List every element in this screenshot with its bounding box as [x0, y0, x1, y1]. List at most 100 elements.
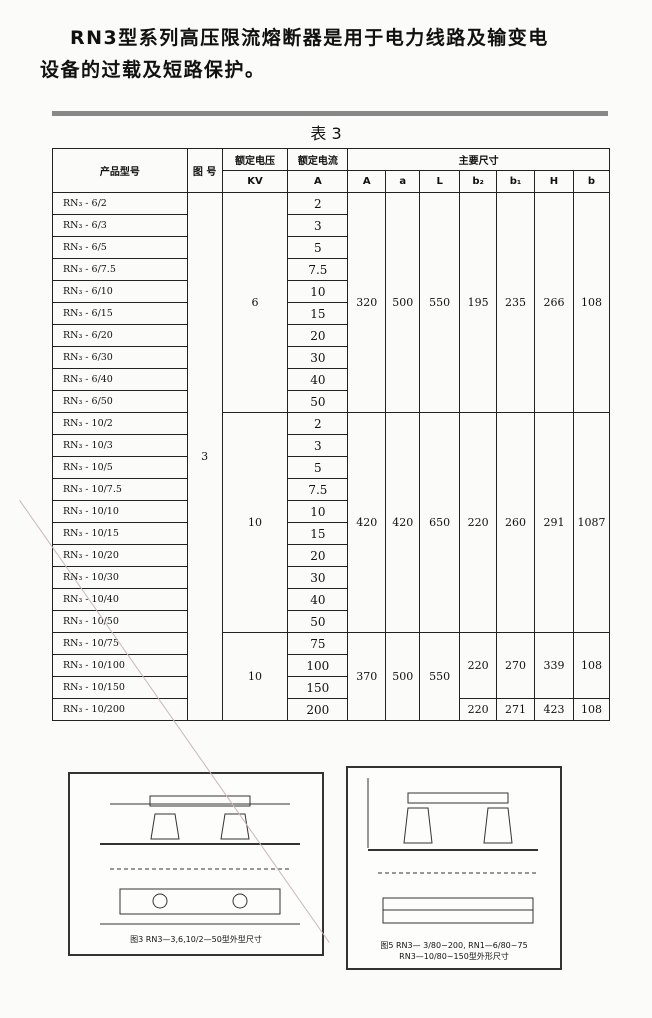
- model-cell: RN₃ - 10/100: [52, 654, 188, 677]
- current-cell: 30: [287, 346, 349, 369]
- dim-cell: 423: [534, 698, 574, 721]
- dim-cell: 266: [534, 192, 574, 413]
- model-cell: RN₃ - 10/15: [52, 522, 188, 545]
- current-cell: 20: [287, 324, 349, 347]
- model-cell: RN₃ - 10/7.5: [52, 478, 188, 501]
- intro-line-1: RN3型系列高压限流熔断器是用于电力线路及输变电: [70, 27, 549, 49]
- current-cell: 100: [287, 654, 349, 677]
- model-cell: RN₃ - 10/30: [52, 566, 188, 589]
- divider: [52, 111, 608, 116]
- model-cell: RN₃ - 6/7.5: [52, 258, 188, 281]
- current-cell: 15: [287, 302, 349, 325]
- figure-5: 图5 RN3— 3/80~200, RN1—6/80~75 RN3—10/80~…: [346, 766, 562, 970]
- table-row: RN₃ - 10/20 20: [52, 544, 610, 567]
- model-cell: RN₃ - 10/50: [52, 610, 188, 633]
- current-cell: 75: [287, 632, 349, 655]
- header-model: 产品型号: [52, 148, 188, 193]
- table-row: RN₃ - 10/100 100: [52, 654, 610, 677]
- dim-cell: 291: [534, 412, 574, 633]
- dim-cell: 220: [459, 632, 498, 699]
- fuse-drawing-3: [100, 795, 300, 925]
- dim-cell: 108: [572, 632, 611, 699]
- model-cell: RN₃ - 6/20: [52, 324, 188, 347]
- voltage-cell: 10: [221, 632, 289, 721]
- dim-cell: 195: [459, 192, 498, 413]
- header-voltage-unit: KV: [221, 170, 289, 193]
- table-row: RN₃ - 6/2 3 6 2 320 500 550 195 235 266 108: [52, 192, 611, 721]
- model-cell: RN₃ - 6/30: [52, 346, 188, 369]
- dim-cell: 235: [496, 192, 535, 413]
- model-cell: RN₃ - 10/2: [52, 412, 188, 435]
- dim-cell: 550: [419, 192, 461, 413]
- model-cell: RN₃ - 6/5: [52, 236, 188, 259]
- current-cell: 5: [287, 456, 349, 479]
- figure-number-cell: 3: [186, 192, 223, 721]
- model-cell: RN₃ - 10/40: [52, 588, 188, 611]
- current-cell: 150: [287, 676, 349, 699]
- model-cell: RN₃ - 6/3: [52, 214, 188, 237]
- dim-cell: 370: [347, 632, 387, 721]
- dim-cell: 420: [385, 412, 421, 633]
- table-row: RN₃ - 10/30 30: [52, 566, 610, 589]
- model-cell: RN₃ - 6/40: [52, 368, 188, 391]
- dim-cell: 260: [496, 412, 535, 633]
- dim-cell: 270: [496, 632, 535, 699]
- figure-3: 图3 RN3—3,6,10/2—50型外型尺寸: [68, 772, 324, 956]
- fuse-drawing-5: [367, 778, 538, 924]
- current-cell: 200: [287, 698, 349, 721]
- header-dim-1: a: [385, 170, 421, 193]
- table-row: RN₃ - 10/2 10 2 420 420 650 220 260 291 1087: [52, 412, 611, 633]
- figure-5-caption: 图5 RN3— 3/80~200, RN1—6/80~75 RN3—10/80~…: [380, 941, 528, 961]
- header-current-unit: A: [287, 170, 349, 193]
- voltage-cell: 6: [221, 192, 289, 413]
- model-cell: RN₃ - 10/10: [52, 500, 188, 523]
- header-voltage: 额定电压: [221, 148, 289, 171]
- current-cell: 40: [287, 368, 349, 391]
- current-cell: 15: [287, 522, 349, 545]
- current-cell: 30: [287, 566, 349, 589]
- dim-cell: 500: [385, 192, 421, 413]
- model-cell: RN₃ - 6/2: [52, 192, 188, 215]
- current-cell: 2: [287, 192, 349, 215]
- intro-line-2: 设备的过载及短路保护。: [40, 59, 266, 81]
- current-cell: 50: [287, 610, 349, 633]
- model-cell: RN₃ - 10/3: [52, 434, 188, 457]
- table-row: RN₃ - 6/40 40: [52, 368, 610, 391]
- model-cell: RN₃ - 10/150: [52, 676, 188, 699]
- model-cell: RN₃ - 6/50: [52, 390, 188, 413]
- model-cell: RN₃ - 6/10: [52, 280, 188, 303]
- header-figure: 图 号: [186, 148, 223, 193]
- table-row: RN₃ - 6/50 50: [52, 390, 610, 413]
- current-cell: 40: [287, 588, 349, 611]
- dim-cell: 550: [419, 632, 461, 721]
- dim-cell: 271: [496, 698, 535, 721]
- model-cell: RN₃ - 6/15: [52, 302, 188, 325]
- current-cell: 10: [287, 500, 349, 523]
- figure-3-caption: 图3 RN3—3,6,10/2—50型外型尺寸: [130, 935, 262, 944]
- dim-cell: 220: [459, 412, 498, 633]
- header-dim-6: b: [572, 170, 611, 193]
- current-cell: 50: [287, 390, 349, 413]
- dim-cell: 500: [385, 632, 421, 721]
- table-row: RN₃ - 10/200 200 220 271 423 108: [52, 698, 611, 721]
- table-row: RN₃ - 10/75 10 75 370 500 550 220 270 339 108: [52, 632, 611, 721]
- header-dim-4: b₁: [496, 170, 535, 193]
- current-cell: 3: [287, 434, 349, 457]
- table-caption: 表 3: [310, 124, 342, 143]
- table-row: RN₃ - 6/20 20: [52, 324, 610, 347]
- model-cell: RN₃ - 10/20: [52, 544, 188, 567]
- current-cell: 7.5: [287, 478, 349, 501]
- header-dim-3: b₂: [459, 170, 498, 193]
- dim-cell: 108: [572, 192, 611, 413]
- header-dim-2: L: [419, 170, 461, 193]
- dim-cell: 650: [419, 412, 461, 633]
- header-dim-5: H: [534, 170, 574, 193]
- table-row: RN₃ - 6/10 10: [52, 280, 610, 303]
- dim-cell: 220: [459, 698, 498, 721]
- model-cell: RN₃ - 10/200: [52, 698, 188, 721]
- current-cell: 2: [287, 412, 349, 435]
- current-cell: 5: [287, 236, 349, 259]
- dim-cell: 108: [572, 698, 611, 721]
